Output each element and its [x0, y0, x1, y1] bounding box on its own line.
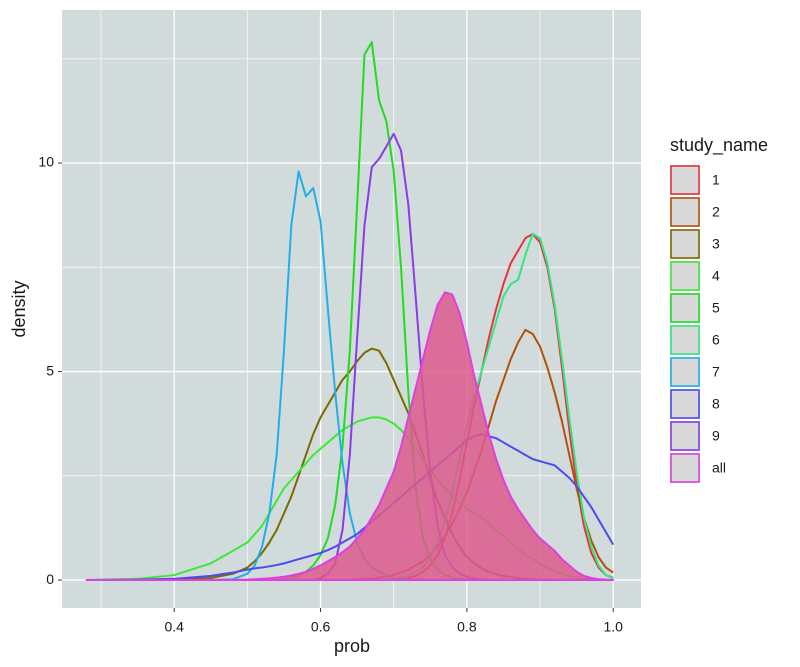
legend-item: 8 [670, 389, 720, 419]
legend-label: 4 [712, 268, 720, 284]
legend-label: 6 [712, 332, 720, 348]
legend-label: 8 [712, 396, 720, 412]
legend-label: all [712, 460, 726, 476]
y-tick-label: 10 [38, 154, 54, 170]
y-tick-label: 0 [46, 571, 54, 587]
legend-label: 7 [712, 364, 720, 380]
legend-key [670, 389, 700, 419]
legend-label: 2 [712, 204, 720, 220]
legend-title: study_name [670, 135, 768, 156]
legend-label: 9 [712, 428, 720, 444]
legend-item: 9 [670, 421, 720, 451]
legend-key [670, 325, 700, 355]
legend-item: 6 [670, 325, 720, 355]
x-tick-label: 0.8 [457, 619, 477, 635]
legend-item: 4 [670, 261, 720, 291]
legend-label: 5 [712, 300, 720, 316]
x-axis-title: prob [334, 636, 370, 656]
legend-item: all [670, 453, 726, 483]
legend-key [670, 165, 700, 195]
density-area [85, 291, 615, 582]
legend-label: 3 [712, 236, 720, 252]
legend-key [670, 293, 700, 323]
legend-item: 2 [670, 197, 720, 227]
legend-key [670, 453, 700, 483]
legend-key [670, 229, 700, 259]
y-axis-title: density [9, 280, 29, 337]
legend-item: 5 [670, 293, 720, 323]
legend-key [670, 261, 700, 291]
legend-item: 7 [670, 357, 720, 387]
legend-label: 1 [712, 172, 720, 188]
y-tick-label: 5 [46, 362, 54, 378]
x-tick-label: 0.6 [311, 619, 331, 635]
legend-item: 1 [670, 165, 720, 195]
x-tick-label: 0.4 [164, 619, 184, 635]
legend-key [670, 421, 700, 451]
legend-key [670, 357, 700, 387]
x-tick-label: 1.0 [603, 619, 623, 635]
legend-key [670, 197, 700, 227]
legend-item: 3 [670, 229, 720, 259]
